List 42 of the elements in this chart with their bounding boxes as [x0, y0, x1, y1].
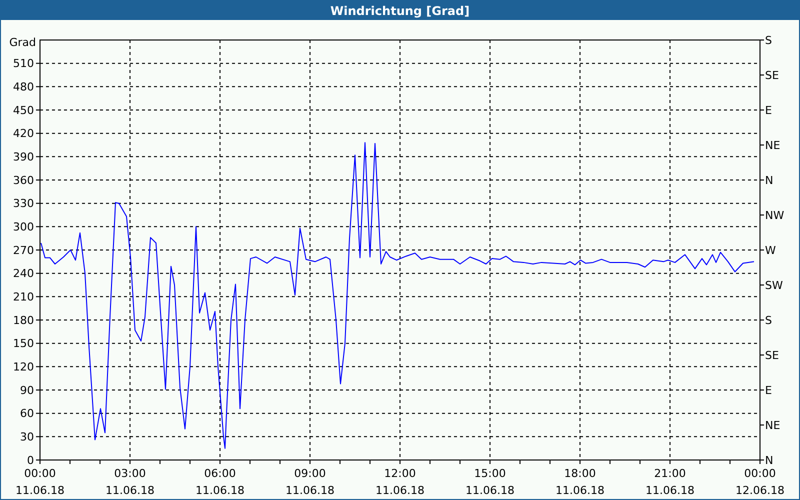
- chart-title: Windrichtung [Grad]: [330, 4, 470, 18]
- category-label: SW: [765, 278, 783, 292]
- category-label: W: [765, 244, 776, 257]
- category-label: NW: [765, 208, 784, 222]
- y-tick-label: 450: [13, 104, 34, 117]
- y-tick-label: 480: [13, 80, 34, 94]
- category-label: SE: [765, 68, 779, 82]
- x-tick-label: 06:00 11.06.18: [196, 467, 244, 497]
- y-tick-label: 210: [13, 290, 34, 304]
- y-tick-label: 420: [13, 127, 34, 140]
- category-label: NE: [765, 138, 780, 152]
- x-tick-label: 21:00 11.06.18: [646, 467, 694, 497]
- y-tick-label: 270: [13, 244, 34, 257]
- x-tick-label: 00:00 12.06.18: [736, 467, 784, 497]
- category-label: E: [765, 104, 772, 117]
- y-tick-label: 390: [13, 150, 34, 164]
- y-tick-label: 0: [27, 454, 34, 467]
- y-tick-label: 90: [20, 384, 34, 397]
- category-label: NE: [765, 418, 780, 432]
- y-tick-label: 300: [13, 220, 34, 234]
- category-label: SE: [765, 348, 779, 362]
- x-tick-label: 15:00 11.06.18: [466, 467, 514, 497]
- category-label: N: [765, 174, 774, 187]
- y-tick-label: 360: [13, 174, 34, 187]
- y-tick-label: 30: [20, 430, 34, 444]
- x-tick-label: 03:00 11.06.18: [106, 467, 154, 497]
- x-tick-label: 00:00 11.06.18: [16, 467, 64, 497]
- y-tick-label: 120: [13, 360, 34, 374]
- y-axis-title: Grad: [9, 36, 36, 49]
- category-label: S: [765, 34, 772, 47]
- y-tick-label: 60: [20, 407, 34, 420]
- x-tick-label: 09:00 11.06.18: [286, 467, 334, 497]
- y-tick-label: 330: [13, 197, 34, 210]
- category-label: S: [765, 314, 772, 327]
- x-tick-label: 12:00 11.06.18: [376, 467, 424, 497]
- y-tick-label: 180: [13, 314, 34, 327]
- y-tick-label: 510: [13, 57, 34, 70]
- y-tick-label: 240: [13, 267, 34, 280]
- category-label: N: [765, 454, 774, 467]
- y-tick-label: 150: [13, 337, 34, 350]
- category-label: E: [765, 384, 772, 397]
- x-tick-label: 18:00 11.06.18: [556, 467, 604, 497]
